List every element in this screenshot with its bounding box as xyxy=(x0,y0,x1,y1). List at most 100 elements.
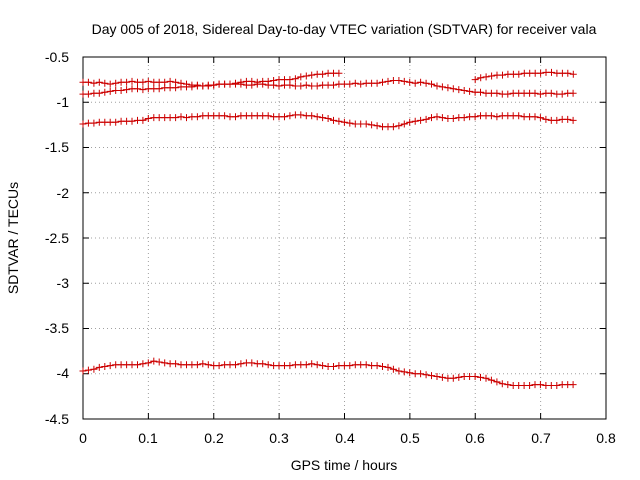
data-point-marker xyxy=(281,113,288,121)
data-point-marker xyxy=(379,78,386,86)
data-point-marker xyxy=(308,112,316,120)
data-point-marker xyxy=(536,114,544,122)
data-point-marker xyxy=(384,77,392,85)
data-point-marker xyxy=(389,123,397,131)
data-point-marker xyxy=(215,362,223,370)
x-tick-label: 0.7 xyxy=(531,430,551,446)
data-point-marker xyxy=(428,80,435,88)
data-point-marker xyxy=(536,90,544,98)
data-point-marker xyxy=(406,118,414,126)
series-satellite-b xyxy=(79,77,577,98)
data-point-marker xyxy=(346,80,354,88)
x-axis-title: GPS time / hours xyxy=(291,457,398,473)
data-point-marker xyxy=(493,113,501,121)
data-point-marker xyxy=(564,115,572,123)
data-point-marker xyxy=(84,78,92,86)
data-point-marker xyxy=(411,117,419,125)
data-point-marker xyxy=(487,376,495,384)
data-point-marker xyxy=(455,86,463,94)
data-point-marker xyxy=(395,77,403,84)
data-point-marker xyxy=(536,381,544,389)
data-point-marker xyxy=(90,365,98,373)
data-point-marker xyxy=(112,79,120,87)
data-point-marker xyxy=(569,89,577,97)
data-point-marker xyxy=(460,114,468,122)
data-point-marker xyxy=(422,115,430,123)
data-point-marker xyxy=(95,78,103,86)
data-point-marker xyxy=(79,367,87,375)
data-point-marker xyxy=(166,77,174,85)
data-point-marker xyxy=(237,80,245,88)
data-point-marker xyxy=(199,360,207,368)
data-point-marker xyxy=(357,80,365,88)
data-point-marker xyxy=(101,79,109,87)
data-point-marker xyxy=(101,363,109,370)
data-point-marker xyxy=(417,116,425,124)
data-point-marker xyxy=(319,70,327,78)
data-point-marker xyxy=(351,79,359,87)
data-point-marker xyxy=(248,359,256,367)
data-point-marker xyxy=(204,361,212,369)
data-point-marker xyxy=(237,360,245,368)
data-point-marker xyxy=(232,361,239,369)
data-point-marker xyxy=(438,373,446,381)
y-tick-label: -4.5 xyxy=(45,411,69,427)
y-axis-title: SDTVAR / TECUs xyxy=(5,182,21,294)
data-series xyxy=(79,68,577,389)
data-point-marker xyxy=(553,116,561,124)
data-point-marker xyxy=(438,114,446,122)
data-point-marker xyxy=(79,120,87,128)
data-point-marker xyxy=(84,90,92,98)
y-tick-label: -0.5 xyxy=(45,49,69,65)
data-point-marker xyxy=(139,78,147,86)
data-point-marker xyxy=(193,361,201,369)
data-point-marker xyxy=(319,362,327,370)
data-point-marker xyxy=(139,116,147,124)
data-point-marker xyxy=(471,113,479,121)
data-point-marker xyxy=(428,114,435,122)
data-point-marker xyxy=(482,374,490,382)
data-point-marker xyxy=(422,371,430,379)
y-tick-label: -2.5 xyxy=(45,230,69,246)
data-point-marker xyxy=(340,118,348,126)
data-point-marker xyxy=(373,79,381,87)
data-point-marker xyxy=(123,86,131,94)
series-satellite-c xyxy=(471,68,577,84)
data-point-marker xyxy=(564,69,572,77)
data-point-marker xyxy=(499,71,506,79)
data-point-marker xyxy=(526,382,534,389)
data-point-marker xyxy=(384,363,392,371)
data-point-marker xyxy=(515,70,523,78)
data-point-marker xyxy=(330,363,337,370)
data-point-marker xyxy=(139,86,147,94)
data-point-marker xyxy=(313,361,321,369)
data-point-marker xyxy=(477,88,484,96)
data-point-marker xyxy=(569,381,577,389)
data-point-marker xyxy=(400,120,408,128)
data-point-marker xyxy=(433,373,441,380)
data-point-marker xyxy=(275,82,283,90)
y-tick-label: -3.5 xyxy=(45,320,69,336)
data-point-marker xyxy=(308,71,316,79)
data-point-marker xyxy=(482,73,490,81)
data-point-marker xyxy=(471,76,479,84)
data-point-marker xyxy=(406,369,414,377)
data-point-marker xyxy=(379,363,386,370)
data-point-marker xyxy=(335,69,343,77)
data-point-marker xyxy=(389,365,397,373)
data-point-marker xyxy=(368,121,376,129)
data-point-marker xyxy=(172,360,180,368)
data-point-marker xyxy=(417,370,425,378)
data-point-marker xyxy=(324,115,332,122)
data-point-marker xyxy=(302,72,310,80)
data-point-marker xyxy=(362,361,370,369)
data-point-marker xyxy=(449,115,457,122)
data-point-marker xyxy=(477,74,485,82)
data-point-marker xyxy=(210,81,218,89)
data-point-marker xyxy=(183,114,190,122)
data-point-marker xyxy=(172,84,180,92)
data-point-marker xyxy=(477,373,484,381)
x-tick-label: 0 xyxy=(79,430,87,446)
y-tick-label: -1.5 xyxy=(45,139,69,155)
